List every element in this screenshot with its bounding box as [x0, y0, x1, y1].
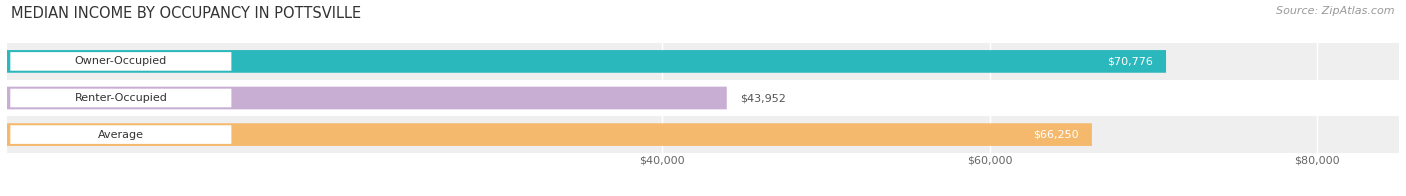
Text: MEDIAN INCOME BY OCCUPANCY IN POTTSVILLE: MEDIAN INCOME BY OCCUPANCY IN POTTSVILLE: [11, 6, 361, 21]
Bar: [7, 43, 1399, 80]
FancyBboxPatch shape: [7, 50, 1166, 73]
Text: $66,250: $66,250: [1033, 130, 1078, 140]
Text: Average: Average: [98, 130, 143, 140]
Text: Source: ZipAtlas.com: Source: ZipAtlas.com: [1277, 6, 1395, 16]
FancyBboxPatch shape: [10, 52, 232, 71]
FancyBboxPatch shape: [10, 125, 232, 144]
Text: Renter-Occupied: Renter-Occupied: [75, 93, 167, 103]
Bar: [7, 80, 1399, 116]
FancyBboxPatch shape: [7, 123, 1092, 146]
Text: Owner-Occupied: Owner-Occupied: [75, 56, 167, 66]
FancyBboxPatch shape: [10, 89, 232, 107]
Text: $43,952: $43,952: [740, 93, 786, 103]
FancyBboxPatch shape: [7, 87, 727, 109]
Text: $70,776: $70,776: [1107, 56, 1153, 66]
Bar: [7, 116, 1399, 153]
